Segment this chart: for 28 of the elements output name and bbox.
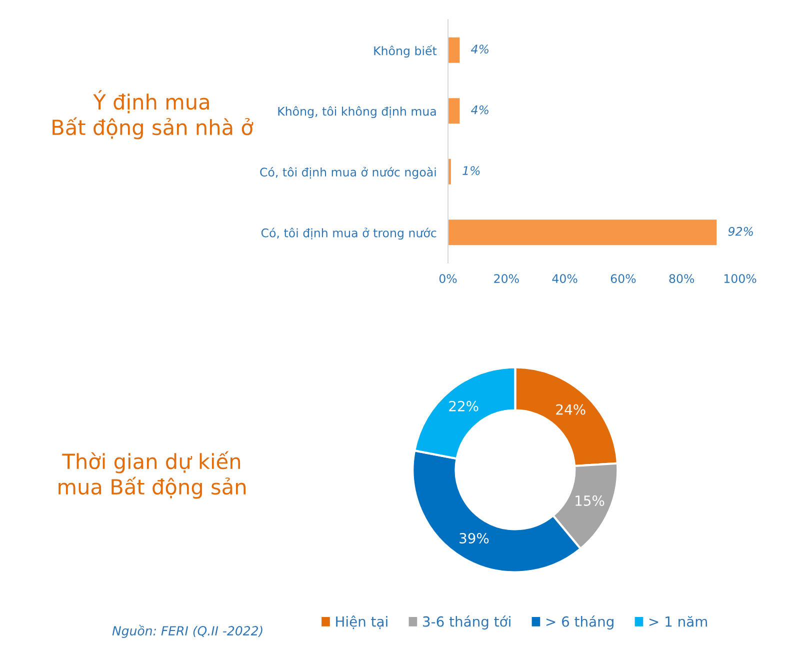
data-label: 4%	[471, 44, 488, 54]
data-label: 4%	[471, 105, 488, 114]
legend-label: 3-6 tháng tới	[423, 615, 510, 630]
y-tick-label: Có, tôi định mua ở nước ngoài	[260, 166, 436, 179]
y-tick-label: Không, tôi không định mua	[278, 106, 436, 118]
bar	[448, 98, 460, 124]
text: Thời gian dự kiến mua Bất động sản	[58, 451, 246, 499]
data-label: 15%	[576, 495, 604, 506]
y-tick-label: Không biết	[374, 45, 437, 58]
data-label: 39%	[460, 532, 489, 544]
data-label: 22%	[449, 400, 478, 412]
x-tick-label: 60%	[610, 274, 636, 284]
x-tick-label: 80%	[669, 274, 694, 284]
data-label: 24%	[556, 404, 586, 415]
x-tick-label: 0%	[439, 274, 457, 284]
data-label: 92%	[728, 226, 753, 236]
y-tick-label: Có, tôi định mua ở trong nước	[261, 228, 436, 240]
legend-label: Hiện tại	[336, 615, 388, 630]
legend-label: > 6 tháng	[546, 615, 614, 630]
x-tick-label: 100%	[724, 274, 756, 284]
data-label: 1%	[462, 166, 480, 176]
bar	[448, 37, 460, 63]
legend-label: > 1 năm	[649, 616, 707, 627]
text: Nguồn: FERI (Q.II -2022)	[112, 624, 262, 638]
text: Ý định mua Bất động sản nhà ở	[52, 90, 254, 140]
x-tick-label: 20%	[494, 274, 519, 284]
bar	[448, 220, 717, 246]
x-tick-label: 40%	[552, 274, 578, 284]
